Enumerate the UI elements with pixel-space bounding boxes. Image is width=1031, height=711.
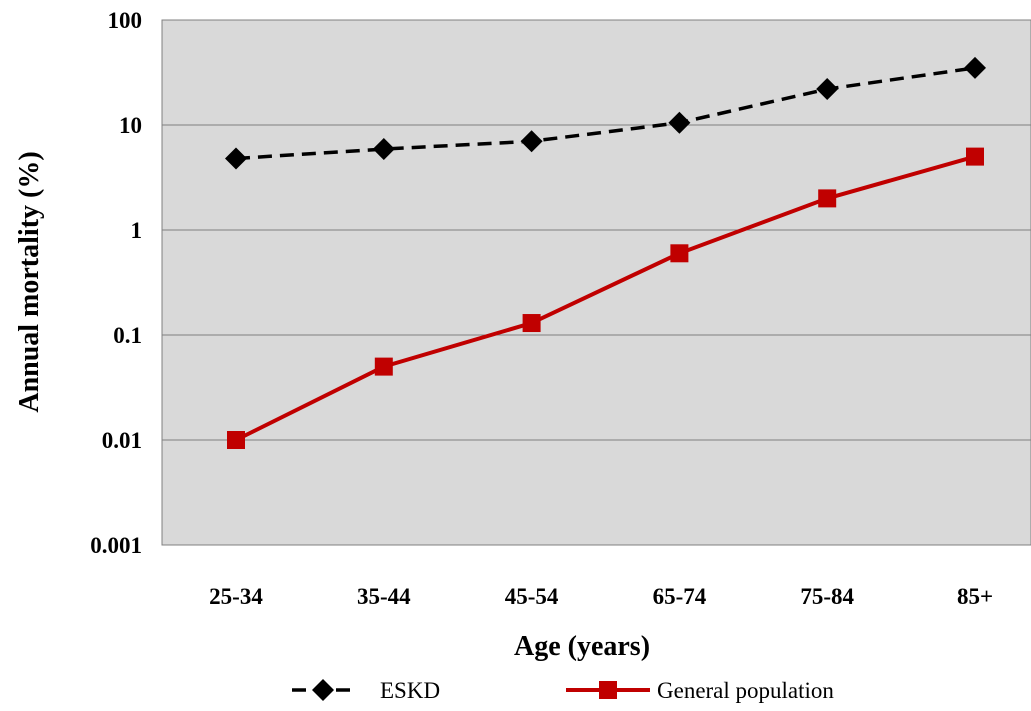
x-tick-label: 65-74 xyxy=(653,584,707,609)
y-tick-label: 100 xyxy=(108,8,143,33)
series-line xyxy=(235,66,976,161)
data-point xyxy=(372,138,395,161)
legend-item: ESKD xyxy=(292,678,440,703)
data-point xyxy=(670,244,689,263)
data-point xyxy=(520,130,543,153)
legend-marker xyxy=(599,681,617,699)
y-tick-label: 0.1 xyxy=(113,323,142,348)
x-tick-label: 25-34 xyxy=(209,584,263,609)
x-tick-labels: 25-34 35-44 45-54 65-74 75-84 85+ xyxy=(209,584,993,609)
data-point xyxy=(522,314,541,333)
data-point xyxy=(964,56,986,79)
y-tick-labels: 0.001 0.01 0.1 1 10 100 xyxy=(90,8,142,558)
data-point xyxy=(966,147,984,166)
plot-area xyxy=(161,19,1031,546)
x-tick-label: 45-54 xyxy=(505,584,559,609)
y-tick-label: 0.01 xyxy=(102,428,142,453)
grid-lines xyxy=(162,19,1031,441)
x-axis-title: Age (years) xyxy=(514,631,650,662)
data-point xyxy=(225,147,247,170)
x-tick-label: 35-44 xyxy=(357,584,411,609)
series-eskd xyxy=(225,56,986,170)
data-point xyxy=(374,357,393,376)
legend-item: General population xyxy=(566,678,834,703)
data-point xyxy=(668,111,691,134)
y-tick-label: 1 xyxy=(131,218,143,243)
data-point xyxy=(816,78,839,101)
series-general-population xyxy=(227,147,984,449)
data-point xyxy=(818,189,837,208)
legend-label: ESKD xyxy=(380,678,440,703)
y-axis-title: Annual mortality (%) xyxy=(14,151,45,412)
y-tick-label: 0.001 xyxy=(90,533,142,558)
legend-label: General population xyxy=(657,678,834,703)
y-tick-label: 10 xyxy=(119,113,142,138)
x-tick-label: 75-84 xyxy=(800,584,854,609)
legend-marker xyxy=(312,679,334,701)
legend: ESKD General population xyxy=(292,678,834,703)
data-point xyxy=(227,431,245,449)
series-line xyxy=(235,154,976,442)
x-tick-label: 85+ xyxy=(957,584,993,609)
series-layer xyxy=(225,56,986,449)
